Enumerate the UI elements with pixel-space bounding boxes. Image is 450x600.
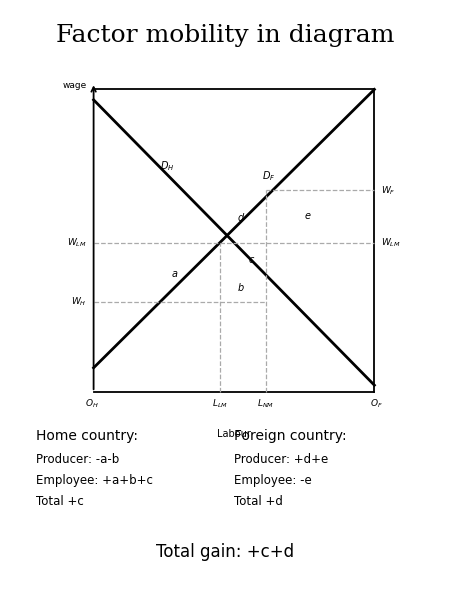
Text: Factor mobility in diagram: Factor mobility in diagram: [56, 24, 394, 47]
Text: Total +d: Total +d: [234, 495, 283, 508]
Text: $O_F$: $O_F$: [370, 397, 382, 410]
Text: Producer: -a-b: Producer: -a-b: [36, 453, 119, 466]
Text: d: d: [238, 213, 244, 223]
Text: $W_H$: $W_H$: [71, 295, 86, 308]
Text: a: a: [171, 269, 177, 279]
Text: Employee: -e: Employee: -e: [234, 474, 312, 487]
Text: $D_H$: $D_H$: [160, 159, 175, 173]
Text: e: e: [305, 211, 310, 221]
Text: $D_F$: $D_F$: [262, 170, 276, 184]
Text: Total gain: +c+d: Total gain: +c+d: [156, 543, 294, 561]
Text: Producer: +d+e: Producer: +d+e: [234, 453, 328, 466]
Text: $W_{LM}$: $W_{LM}$: [67, 236, 86, 249]
Text: Foreign country:: Foreign country:: [234, 429, 346, 443]
Text: Home country:: Home country:: [36, 429, 138, 443]
Text: $L_{LM}$: $L_{LM}$: [212, 397, 228, 410]
Text: b: b: [238, 283, 244, 293]
Text: Labour: Labour: [217, 428, 251, 439]
Text: c: c: [249, 255, 254, 265]
Text: $L_{NM}$: $L_{NM}$: [257, 397, 274, 410]
Text: $W_F$: $W_F$: [382, 184, 396, 197]
Text: wage: wage: [63, 81, 86, 89]
Text: Employee: +a+b+c: Employee: +a+b+c: [36, 474, 153, 487]
Text: $W_{LM}$: $W_{LM}$: [382, 236, 401, 249]
Text: Total +c: Total +c: [36, 495, 84, 508]
Text: $O_H$: $O_H$: [85, 397, 99, 410]
